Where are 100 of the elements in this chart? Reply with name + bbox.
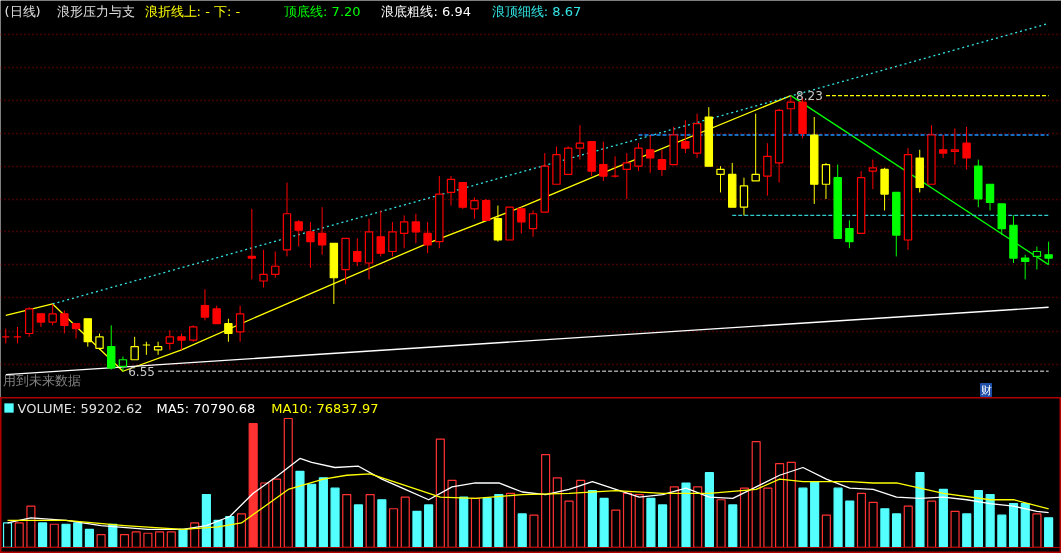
candlestick <box>868 159 878 190</box>
text: 浪底粗线: 6.94 <box>381 3 471 19</box>
bar <box>166 531 176 549</box>
bar <box>49 523 59 549</box>
candlestick <box>271 251 280 279</box>
bar <box>517 513 527 549</box>
bar <box>459 496 469 549</box>
candlestick <box>528 209 538 238</box>
bar <box>962 513 972 549</box>
bar <box>318 477 328 549</box>
candlestick <box>575 124 585 161</box>
bar <box>728 504 738 549</box>
bar <box>576 479 586 549</box>
candlestick <box>107 324 116 371</box>
bar <box>599 497 609 549</box>
candlestick <box>751 113 760 182</box>
candlestick <box>376 209 385 257</box>
candlestick <box>950 127 960 166</box>
bar <box>681 482 691 549</box>
candlestick <box>821 162 831 200</box>
candlestick <box>634 142 643 172</box>
candlestick <box>259 249 268 289</box>
bar <box>505 492 516 549</box>
bar <box>307 483 317 549</box>
bar <box>622 492 633 549</box>
bar <box>84 528 94 549</box>
bar <box>248 423 258 549</box>
bar <box>587 490 597 549</box>
candlestick <box>423 221 432 254</box>
bar <box>693 486 703 549</box>
candlestick <box>985 183 995 211</box>
bar <box>342 493 352 549</box>
bar <box>73 522 83 549</box>
bar <box>400 496 410 549</box>
bar <box>845 500 855 549</box>
bar <box>213 519 223 549</box>
text: 浪顶细线: 8.67 <box>491 3 582 19</box>
candlestick <box>212 305 221 325</box>
bar <box>131 531 141 549</box>
candlestick <box>60 310 69 335</box>
annotation: 8.23 <box>796 89 823 104</box>
bar <box>821 514 831 549</box>
bar <box>903 505 913 549</box>
bar <box>704 472 714 549</box>
candlestick <box>411 213 421 244</box>
bar <box>880 508 890 549</box>
bar <box>61 523 71 549</box>
annotation: 用到未来数据 <box>2 372 81 388</box>
bar <box>552 477 562 549</box>
bar <box>1032 513 1042 549</box>
bar <box>529 514 539 549</box>
candlestick <box>622 152 632 200</box>
bar <box>178 528 188 549</box>
candlestick <box>71 323 81 339</box>
bar <box>119 533 130 549</box>
candlestick <box>399 214 409 249</box>
bar <box>143 532 153 549</box>
candlestick <box>130 336 139 361</box>
bar <box>96 533 106 549</box>
candlestick <box>610 155 620 179</box>
text: 顶底线: 7.20 <box>284 3 361 19</box>
candlestick <box>470 196 479 220</box>
bar <box>891 513 902 549</box>
bar <box>810 481 820 549</box>
candlestick <box>235 305 245 343</box>
candlestick <box>200 288 210 321</box>
bar <box>271 478 282 549</box>
bar <box>155 531 165 549</box>
bar <box>669 486 679 549</box>
text: 浪折线上: - 下: - <box>144 3 241 19</box>
candlestick <box>317 206 327 256</box>
bar <box>236 513 247 549</box>
candlestick <box>493 205 503 243</box>
bar <box>564 500 574 549</box>
bar <box>950 510 960 549</box>
chart-title: (日线) <box>4 3 41 19</box>
candlestick <box>353 237 362 267</box>
candlestick <box>247 208 257 280</box>
candlestick <box>517 206 526 234</box>
bar <box>470 497 481 549</box>
bar <box>295 470 305 549</box>
bar <box>997 514 1007 549</box>
candlestick <box>599 141 608 182</box>
bar <box>856 492 867 549</box>
bar <box>494 493 504 549</box>
annotation: 财 <box>980 383 992 397</box>
bar <box>751 441 761 549</box>
bar <box>283 417 293 549</box>
bar <box>868 501 878 549</box>
bar <box>353 504 364 549</box>
bar <box>763 487 773 549</box>
candlestick <box>716 165 725 193</box>
candlestick <box>681 119 690 154</box>
bar <box>646 497 656 549</box>
bar <box>424 504 434 549</box>
bar <box>634 493 644 549</box>
candlestick <box>962 126 971 170</box>
candlestick <box>83 318 93 348</box>
annotation: 6.55 <box>128 364 155 379</box>
legend-label: VOLUME: 59202.62 <box>17 400 143 416</box>
